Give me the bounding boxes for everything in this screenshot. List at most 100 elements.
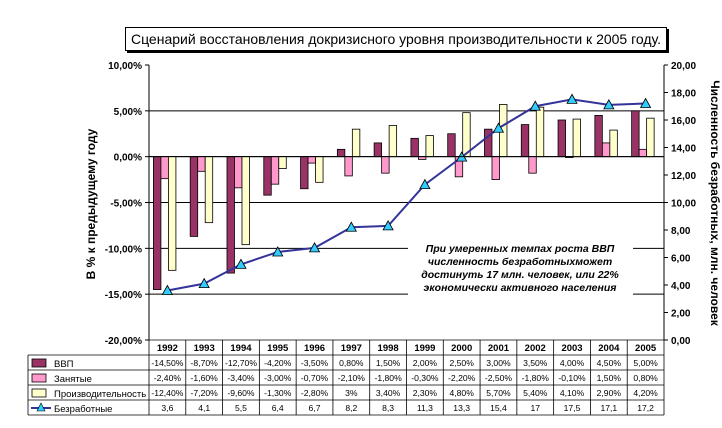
bar-ВВП — [410, 137, 419, 158]
annotation-line: численность безработныхможет — [428, 256, 612, 268]
x-tick-label: 2000 — [451, 343, 472, 354]
line-point-marker — [419, 178, 431, 190]
bar-Занятые — [344, 156, 353, 177]
bar-Производительность — [646, 117, 655, 158]
x-tick-label: 1997 — [341, 343, 362, 354]
x-tick-label: 2003 — [561, 343, 582, 354]
y2-tick-label: 6,00 — [671, 254, 691, 265]
data-label: 5,40% — [523, 388, 548, 398]
data-label: 17,2 — [637, 403, 654, 413]
bar-Занятые — [381, 156, 390, 174]
data-label: -8,70% — [191, 358, 219, 368]
line-point-marker — [603, 99, 615, 110]
legend-swatch — [31, 358, 47, 368]
line-point-marker — [308, 242, 321, 253]
bar-ВВП — [263, 156, 272, 196]
y-axis-label: В % к предыдущему году — [84, 128, 98, 279]
x-tick-label: 2005 — [635, 343, 657, 354]
legend-label: Занятые — [54, 374, 92, 385]
y2-tick-label: 0,00 — [671, 336, 691, 347]
data-label: 2,50% — [449, 358, 474, 368]
bar-Занятые — [270, 156, 280, 185]
data-label: 3,6 — [161, 403, 173, 413]
line-point-marker — [492, 122, 505, 133]
y-tick-label: 10,00% — [108, 61, 142, 72]
y-tick-label: -15,00% — [105, 290, 142, 301]
data-label: 4,50% — [597, 358, 622, 368]
data-label: -2,50% — [485, 373, 513, 383]
bar-ВВП — [631, 110, 640, 158]
data-label: -12,40% — [151, 388, 183, 398]
bar-Занятые — [307, 156, 316, 164]
bar-Производительность — [388, 125, 398, 158]
data-label: -4,20% — [264, 358, 292, 368]
line-point-marker — [272, 246, 284, 257]
data-label: 3% — [345, 388, 358, 398]
data-label: 5,00% — [633, 358, 658, 368]
data-label: -3,00% — [264, 373, 292, 383]
legend-label: Производительность — [54, 389, 146, 400]
x-tick-label: 1994 — [230, 343, 252, 354]
x-tick-label: 2002 — [525, 343, 546, 354]
data-label: -9,60% — [227, 388, 255, 398]
data-label: -1,30% — [264, 388, 292, 398]
data-label: -7,20% — [191, 388, 219, 398]
data-label: 3,40% — [376, 388, 401, 398]
bar-Производительность — [572, 118, 581, 158]
data-label: 0,80% — [633, 373, 658, 383]
data-label: 2,30% — [413, 388, 438, 398]
data-label: -1,80% — [374, 373, 402, 383]
y-tick-label: 5,00% — [114, 107, 142, 118]
bar-Занятые — [601, 142, 611, 158]
bar-Производительность — [351, 128, 361, 158]
data-label: -0,10% — [558, 373, 586, 383]
data-label: 4,80% — [449, 388, 474, 398]
data-label: 4,00% — [560, 358, 585, 368]
x-tick-label: 1999 — [414, 343, 435, 354]
bar-Производительность — [609, 129, 618, 158]
data-label: 15,4 — [490, 403, 507, 413]
bar-ВВП — [300, 156, 309, 190]
legend-swatch — [31, 388, 47, 398]
data-label: -1,80% — [522, 373, 550, 383]
y2-tick-label: 10,00 — [671, 199, 696, 210]
x-tick-label: 2001 — [488, 343, 510, 354]
bar-ВВП — [557, 119, 566, 158]
data-label: -2,80% — [301, 388, 329, 398]
y2-tick-label: 12,00 — [671, 171, 696, 182]
bar-Производительность — [315, 156, 324, 183]
data-label: -2,10% — [338, 373, 366, 383]
bar-Производительность — [535, 106, 545, 158]
legend-label: ВВП — [54, 359, 74, 370]
bar-Занятые — [197, 156, 206, 172]
bar-ВВП — [594, 115, 603, 158]
data-label: 4,1 — [198, 403, 210, 413]
line-point-marker — [382, 220, 394, 231]
data-label: 4,10% — [560, 388, 585, 398]
bar-ВВП — [226, 156, 235, 274]
y2-tick-label: 18,00 — [671, 89, 696, 100]
bar-Производительность — [278, 156, 287, 169]
data-label: -14,50% — [151, 358, 183, 368]
bar-Занятые — [160, 156, 169, 180]
bar-Производительность — [204, 156, 214, 224]
data-label: 8,3 — [382, 403, 394, 413]
y2-tick-label: 14,00 — [671, 144, 696, 155]
bar-Занятые — [491, 156, 500, 180]
data-label: -3,50% — [301, 358, 329, 368]
data-label: 4,20% — [633, 388, 658, 398]
line-point-marker — [198, 277, 210, 289]
bar-Занятые — [234, 156, 243, 189]
data-label: -12,70% — [225, 358, 257, 368]
data-label: 0,80% — [339, 358, 364, 368]
line-point-marker — [235, 258, 247, 269]
data-label: 5,5 — [235, 403, 247, 413]
data-label: 17,5 — [564, 403, 581, 413]
y2-tick-label: 2,00 — [671, 309, 691, 320]
data-label: 2,90% — [597, 388, 622, 398]
y2-tick-label: 8,00 — [671, 226, 691, 237]
line-Безработные — [167, 98, 646, 292]
data-label: -1,60% — [191, 373, 219, 383]
bar-Производительность — [168, 156, 177, 271]
line-point-marker — [345, 221, 358, 232]
